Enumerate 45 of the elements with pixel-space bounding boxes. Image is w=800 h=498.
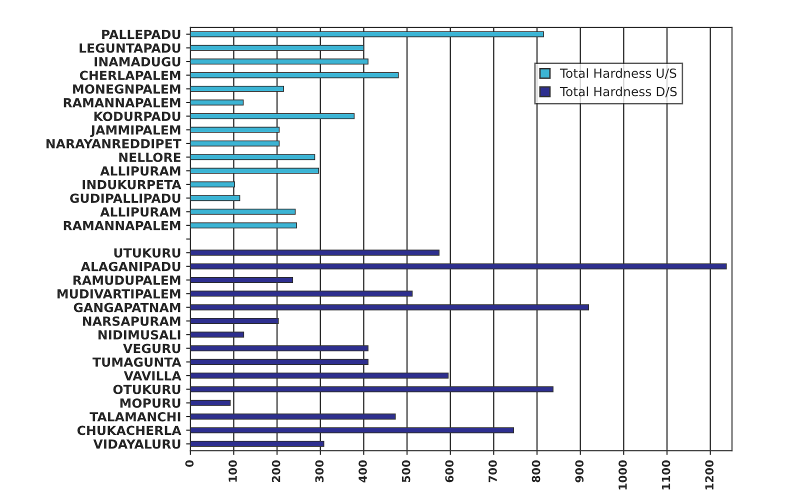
legend-label: Total Hardness D/S bbox=[560, 86, 677, 98]
x-tick-label: 800 bbox=[532, 460, 540, 482]
y-tick-label: KODURPADU bbox=[94, 112, 180, 122]
y-tick-label: INDUKURPETA bbox=[82, 180, 182, 190]
x-tick-label: 1000 bbox=[618, 460, 627, 490]
y-tick-label: RAMANNAPALEM bbox=[64, 98, 180, 108]
y-tick-label: JAMMIPALEM bbox=[90, 125, 180, 138]
y-tick-label: NARSAPURAM bbox=[83, 316, 180, 326]
y-tick-label: ALAGANIPADU bbox=[80, 262, 180, 272]
y-tick-label: VIDAYALURU bbox=[93, 440, 180, 449]
y-tick-label: MOPURU bbox=[120, 398, 180, 408]
y-tick-label: CHUKACHERLA bbox=[77, 426, 182, 436]
y-tick-label: MONEGNPALEM bbox=[73, 84, 180, 94]
y-tick-label: INAMADUGU bbox=[94, 57, 180, 66]
y-tick-label: NARAYANREDDIPET bbox=[46, 139, 182, 148]
x-tick-label: 100 bbox=[228, 460, 237, 482]
legend-label: Total Hardness U/S bbox=[560, 68, 676, 79]
x-tick-label: 0 bbox=[185, 460, 194, 467]
y-tick-label: ALLIPURAM bbox=[100, 207, 180, 217]
y-tick-label: RAMUDUPALEM bbox=[73, 276, 180, 285]
y-tick-label: TALAMANCHI bbox=[90, 412, 180, 422]
x-tick-label: 900 bbox=[575, 460, 584, 482]
y-tick-label: GUDIPALLIPADU bbox=[70, 194, 180, 203]
x-tick-label: 200 bbox=[272, 460, 280, 482]
y-tick-label: LEGUNTAPADU bbox=[80, 43, 180, 53]
x-tick-label: 500 bbox=[402, 460, 410, 482]
y-tick-label: NELLORE bbox=[119, 152, 180, 162]
y-tick-label: VEGURU bbox=[123, 344, 180, 354]
x-tick-label: 1100 bbox=[662, 460, 670, 490]
y-tick-label: GANGAPATNAM bbox=[74, 302, 180, 312]
y-tick-label: ALLIPURAM bbox=[100, 166, 180, 176]
y-tick-label: OTUKURU bbox=[113, 384, 180, 394]
y-tick-label: TUMAGUNTA bbox=[92, 357, 182, 367]
y-tick-label: PALLEPADU bbox=[102, 30, 180, 40]
x-tick-label: 700 bbox=[488, 460, 497, 482]
y-tick-label: MUDIVARTIPALEM bbox=[58, 289, 180, 299]
y-tick-label: NIDIMUSALI bbox=[98, 330, 180, 340]
x-tick-label: 600 bbox=[445, 460, 454, 482]
y-tick-label: VAVILLA bbox=[124, 371, 182, 380]
x-tick-label: 300 bbox=[315, 460, 324, 482]
x-tick-label: 400 bbox=[358, 460, 367, 482]
y-tick-label: RAMANNAPALEM bbox=[64, 221, 180, 230]
y-tick-label: CHERLAPALEM bbox=[80, 70, 180, 80]
x-tick-label: 1200 bbox=[705, 460, 714, 490]
y-tick-label: UTUKURU bbox=[114, 248, 180, 258]
